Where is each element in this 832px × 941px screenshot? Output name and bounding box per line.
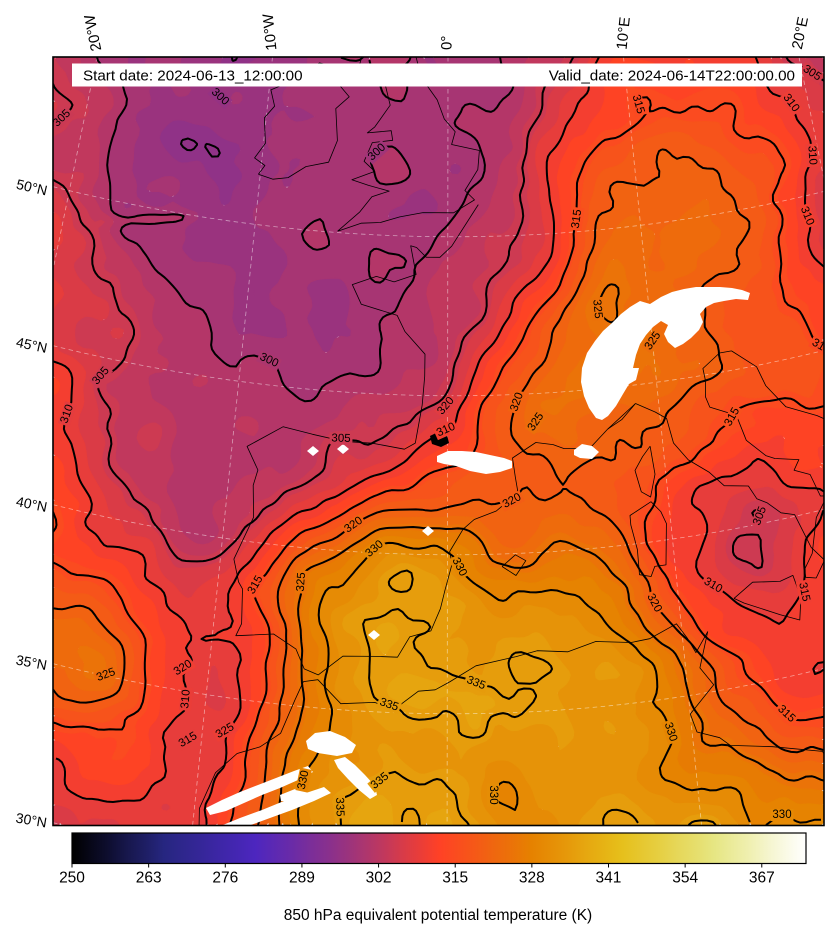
svg-text:35°N: 35°N [15,652,49,673]
svg-text:30°N: 30°N [15,810,48,831]
svg-text:850 hPa equivalent potential t: 850 hPa equivalent potential temperature… [284,907,592,924]
svg-text:250: 250 [59,870,85,887]
svg-text:315: 315 [442,870,468,887]
svg-text:40°N: 40°N [15,493,49,515]
svg-text:10°W: 10°W [260,12,281,51]
svg-text:325: 325 [295,572,308,592]
svg-text:315: 315 [796,581,812,602]
svg-text:10°E: 10°E [614,16,634,50]
svg-text:310: 310 [59,403,77,425]
svg-text:328: 328 [519,870,545,887]
svg-text:335: 335 [333,797,346,817]
svg-text:330: 330 [772,809,791,821]
svg-text:354: 354 [672,870,698,887]
svg-text:341: 341 [596,870,622,887]
svg-text:330: 330 [487,785,499,804]
svg-text:0°: 0° [438,36,455,50]
svg-text:315: 315 [570,209,585,230]
svg-text:276: 276 [212,870,238,887]
svg-text:320: 320 [508,391,526,413]
svg-text:Start date: 2024-06-13_12:00:0: Start date: 2024-06-13_12:00:00 [83,68,303,85]
svg-text:20°E: 20°E [789,15,812,50]
svg-text:45°N: 45°N [15,334,49,356]
svg-text:305: 305 [331,432,351,445]
svg-text:263: 263 [136,870,162,887]
svg-text:289: 289 [289,870,315,887]
svg-text:310: 310 [179,689,193,709]
svg-text:302: 302 [366,870,392,887]
svg-text:330: 330 [296,769,312,790]
svg-text:315: 315 [630,93,647,115]
svg-text:Valid_date: 2024-06-14T22:00:0: Valid_date: 2024-06-14T22:00:00.00 [549,68,795,85]
svg-text:325: 325 [590,299,604,319]
svg-text:50°N: 50°N [15,176,49,199]
svg-text:310: 310 [805,145,818,165]
svg-text:335: 335 [378,696,400,714]
svg-text:330: 330 [662,721,679,743]
svg-text:367: 367 [749,870,775,887]
